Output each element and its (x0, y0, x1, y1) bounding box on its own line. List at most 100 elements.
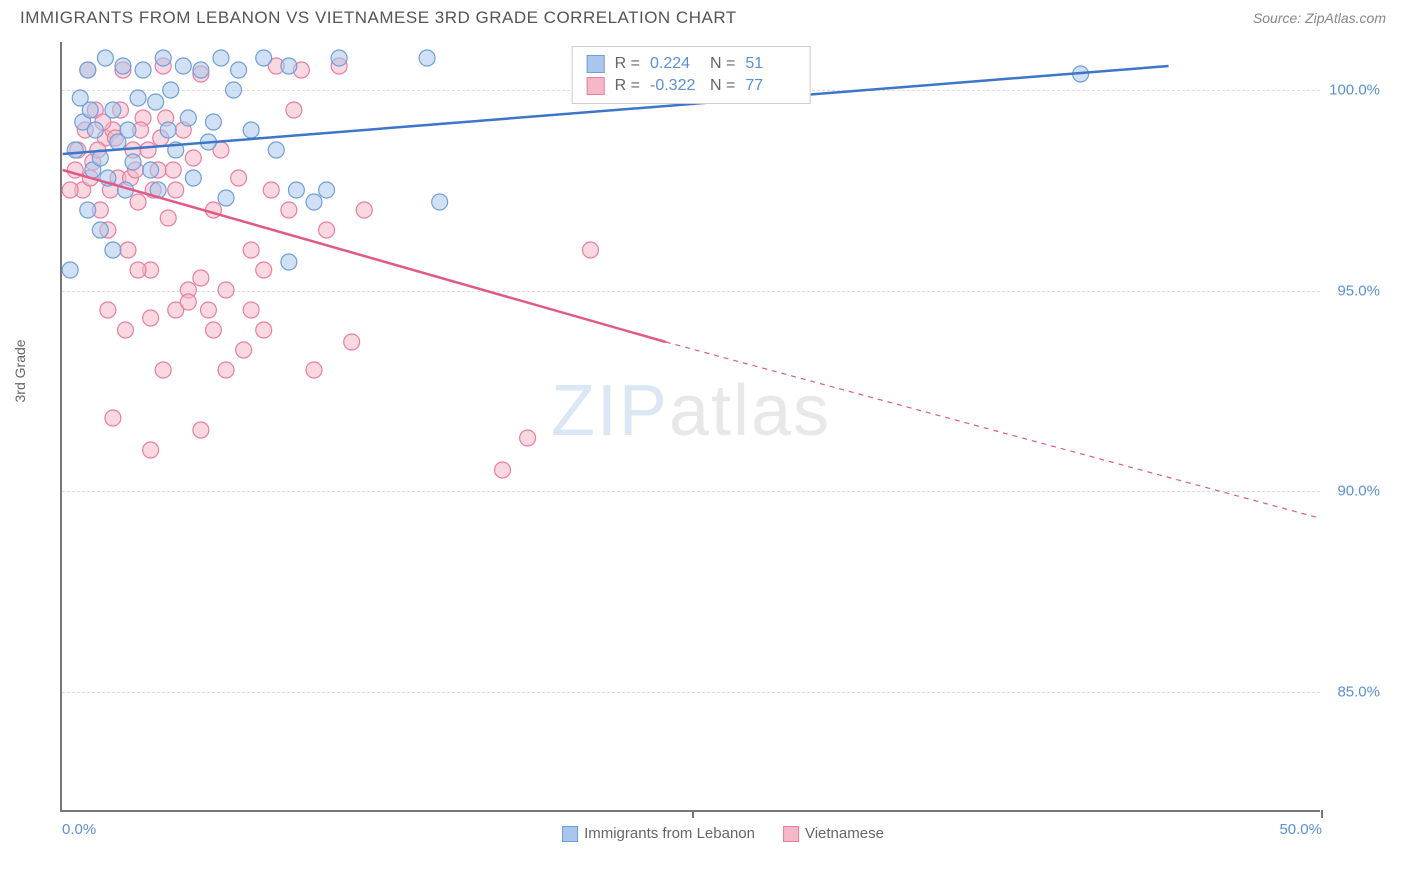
scatter-point (193, 422, 209, 438)
scatter-point (135, 62, 151, 78)
scatter-point (218, 362, 234, 378)
scatter-point (115, 58, 131, 74)
scatter-point (105, 410, 121, 426)
scatter-point (319, 182, 335, 198)
scatter-point (140, 142, 156, 158)
scatter-point (263, 182, 279, 198)
trend-line-dashed (666, 342, 1319, 518)
scatter-point (80, 62, 96, 78)
y-axis-label: 3rd Grade (12, 339, 28, 402)
scatter-point (160, 210, 176, 226)
scatter-point (286, 102, 302, 118)
scatter-point (180, 110, 196, 126)
scatter-point (281, 254, 297, 270)
scatter-point (256, 50, 272, 66)
scatter-point (319, 222, 335, 238)
stats-swatch (587, 77, 605, 95)
scatter-point (143, 310, 159, 326)
scatter-point (226, 82, 242, 98)
scatter-point (165, 162, 181, 178)
scatter-point (344, 334, 360, 350)
scatter-point (432, 194, 448, 210)
scatter-point (193, 62, 209, 78)
scatter-point (243, 302, 259, 318)
scatter-point (520, 430, 536, 446)
scatter-point (268, 142, 284, 158)
x-tick-label: 0.0% (62, 821, 96, 838)
stats-row: R = -0.322 N = 77 (587, 75, 796, 97)
scatter-point (495, 462, 511, 478)
scatter-point (231, 62, 247, 78)
scatter-point (218, 190, 234, 206)
legend-swatch (783, 826, 799, 842)
scatter-point (193, 270, 209, 286)
legend-label: Vietnamese (805, 825, 884, 842)
legend-label: Immigrants from Lebanon (584, 825, 755, 842)
scatter-point (306, 194, 322, 210)
x-tick-mark (1321, 810, 1323, 818)
scatter-point (120, 242, 136, 258)
stats-r-value: -0.322 (650, 77, 700, 95)
scatter-point (155, 50, 171, 66)
scatter-point (218, 282, 234, 298)
scatter-point (120, 122, 136, 138)
scatter-point (419, 50, 435, 66)
source-attribution: Source: ZipAtlas.com (1253, 10, 1386, 26)
scatter-point (67, 142, 83, 158)
y-tick-label: 95.0% (1325, 282, 1380, 299)
scatter-point (155, 362, 171, 378)
y-tick-label: 100.0% (1325, 82, 1380, 99)
scatter-point (356, 202, 372, 218)
scatter-point (582, 242, 598, 258)
scatter-point (148, 94, 164, 110)
stats-label-r: R = (615, 77, 640, 95)
x-tick-label: 50.0% (1279, 821, 1322, 838)
scatter-point (331, 50, 347, 66)
scatter-point (256, 262, 272, 278)
scatter-point (243, 122, 259, 138)
stats-label-n: N = (710, 55, 735, 73)
plot-area: 3rd Grade ZIPatlas R = 0.224 N = 51 R = … (60, 42, 1320, 812)
scatter-point (180, 294, 196, 310)
legend-swatch (562, 826, 578, 842)
scatter-point (105, 102, 121, 118)
stats-label-n: N = (710, 77, 735, 95)
stats-label-r: R = (615, 55, 640, 73)
scatter-point (105, 242, 121, 258)
scatter-svg (62, 42, 1320, 810)
legend-item: Immigrants from Lebanon (562, 825, 755, 842)
stats-r-value: 0.224 (650, 55, 700, 73)
scatter-point (82, 102, 98, 118)
stats-row: R = 0.224 N = 51 (587, 53, 796, 75)
scatter-point (80, 202, 96, 218)
scatter-point (243, 242, 259, 258)
scatter-point (87, 122, 103, 138)
scatter-point (130, 262, 146, 278)
scatter-point (143, 442, 159, 458)
y-tick-label: 90.0% (1325, 483, 1380, 500)
y-tick-label: 85.0% (1325, 683, 1380, 700)
stats-n-value: 51 (745, 55, 795, 73)
chart-container: 3rd Grade ZIPatlas R = 0.224 N = 51 R = … (60, 42, 1386, 812)
scatter-point (231, 170, 247, 186)
scatter-point (97, 50, 113, 66)
scatter-point (288, 182, 304, 198)
scatter-point (130, 194, 146, 210)
legend-item: Vietnamese (783, 825, 884, 842)
stats-swatch (587, 55, 605, 73)
scatter-point (281, 202, 297, 218)
scatter-point (100, 302, 116, 318)
scatter-point (281, 58, 297, 74)
scatter-point (185, 150, 201, 166)
scatter-point (236, 342, 252, 358)
x-tick-mark (692, 810, 694, 818)
scatter-point (130, 90, 146, 106)
scatter-point (117, 322, 133, 338)
scatter-point (306, 362, 322, 378)
scatter-point (143, 162, 159, 178)
scatter-point (62, 182, 78, 198)
stats-n-value: 77 (745, 77, 795, 95)
correlation-stats-box: R = 0.224 N = 51 R = -0.322 N = 77 (572, 46, 811, 104)
scatter-point (213, 50, 229, 66)
scatter-point (62, 262, 78, 278)
